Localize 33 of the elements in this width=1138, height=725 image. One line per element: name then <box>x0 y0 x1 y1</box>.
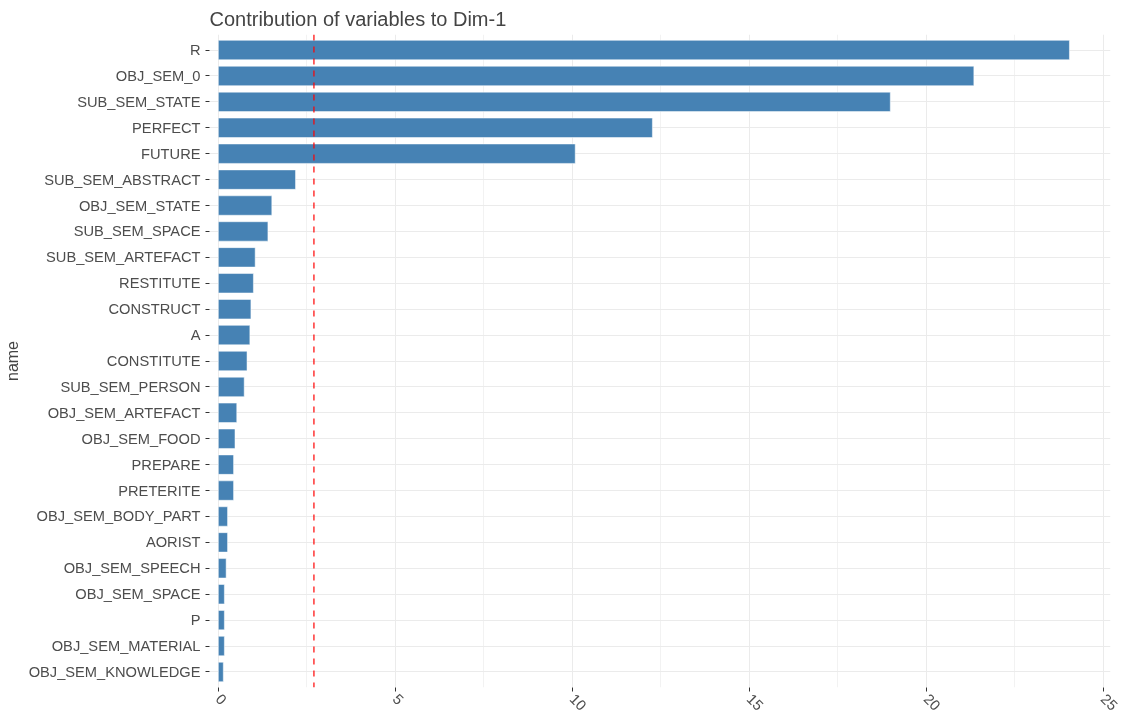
y-tick-label: AORIST <box>145 534 201 551</box>
y-tick-label: P <box>190 612 201 629</box>
y-tick-label: SUB_SEM_STATE <box>77 93 201 110</box>
y-tick-label: OBJ_SEM_ARTEFACT <box>47 404 201 421</box>
y-tick-label: OBJ_SEM_KNOWLEDGE <box>28 663 201 680</box>
y-tick-label: A <box>190 327 201 344</box>
y-tick-label: OBJ_SEM_SPACE <box>75 586 201 603</box>
x-tick-label: 25 <box>1097 690 1121 714</box>
y-tick-label: R <box>189 42 201 59</box>
y-axis-title: name <box>3 340 21 382</box>
y-tick-label: OBJ_SEM_SPEECH <box>63 560 201 577</box>
x-tick-label: 10 <box>566 690 590 714</box>
y-tick-label: SUB_SEM_PERSON <box>60 378 201 395</box>
y-tick-label: SUB_SEM_ABSTRACT <box>44 171 201 188</box>
x-tick-label: 5 <box>389 690 407 708</box>
y-tick-label: PRETERITE <box>118 482 201 499</box>
y-tick-label: PERFECT <box>132 119 201 136</box>
y-tick-label: OBJ_SEM_0 <box>115 67 201 84</box>
y-tick-label: OBJ_SEM_STATE <box>78 197 201 214</box>
y-tick-label: FUTURE <box>141 145 201 162</box>
y-tick-label: SUB_SEM_SPACE <box>73 223 201 240</box>
y-tick-label: OBJ_SEM_FOOD <box>81 430 201 447</box>
x-tick-label: 20 <box>920 690 944 714</box>
y-tick-label: RESTITUTE <box>119 275 201 292</box>
y-tick-label: CONSTRUCT <box>108 301 201 318</box>
x-tick-label: 15 <box>743 690 767 714</box>
y-tick-label: OBJ_SEM_MATERIAL <box>51 638 201 655</box>
y-tick-label: OBJ_SEM_BODY_PART <box>36 508 201 525</box>
y-tick-label: SUB_SEM_ARTEFACT <box>46 249 201 266</box>
y-tick-label: PREPARE <box>131 456 201 473</box>
y-tick-label: CONSTITUTE <box>106 353 201 369</box>
x-tick-label: 0 <box>212 690 230 708</box>
chart-title: Contribution of variables to Dim-1 <box>209 7 507 30</box>
